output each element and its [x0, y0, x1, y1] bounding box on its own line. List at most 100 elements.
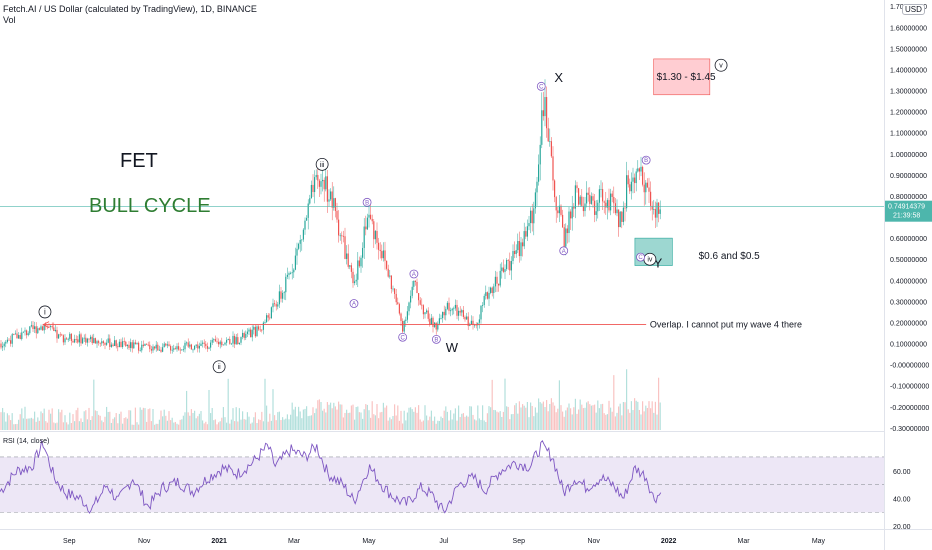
- candle-body: [112, 344, 114, 347]
- candle-body: [133, 342, 135, 349]
- candle-body: [350, 265, 352, 272]
- volume-bar: [414, 407, 416, 430]
- volume-bar: [419, 419, 421, 430]
- candle-body: [512, 251, 514, 262]
- volume-bar: [546, 400, 548, 430]
- volume-bar: [602, 403, 604, 430]
- candle-body: [21, 332, 23, 340]
- candle-body: [333, 198, 335, 208]
- candle-body: [616, 209, 618, 214]
- candle-body: [325, 176, 327, 190]
- candle-body: [475, 324, 477, 326]
- candle-body: [259, 329, 261, 331]
- wave-c-label-circle: [636, 252, 645, 262]
- candle-body: [378, 242, 380, 250]
- candle-body: [285, 276, 287, 293]
- candle-body: [482, 305, 484, 306]
- candle-body: [83, 337, 85, 339]
- candle-body: [56, 329, 58, 339]
- candle-body: [552, 156, 554, 181]
- candle-body: [395, 293, 397, 303]
- candle-body: [82, 338, 84, 344]
- volume-bar: [251, 422, 253, 430]
- candle-body: [344, 236, 346, 259]
- candle-body: [640, 166, 642, 172]
- candle-body: [656, 202, 658, 218]
- volume-bar: [250, 423, 252, 430]
- volume-bar: [450, 410, 452, 430]
- volume-bar: [658, 377, 660, 430]
- volume-bar: [328, 404, 330, 430]
- candle-body: [470, 320, 472, 325]
- candle-body: [8, 339, 10, 341]
- wave-i-label-circle: [38, 305, 52, 319]
- candle-body: [51, 326, 53, 328]
- volume-bar: [573, 407, 575, 430]
- volume-bar: [117, 423, 119, 430]
- candle-body: [122, 341, 124, 348]
- candle-body: [134, 342, 136, 344]
- candle-body: [563, 227, 565, 247]
- candle-body: [90, 336, 92, 340]
- candle-body: [304, 220, 306, 230]
- volume-bar: [150, 421, 152, 430]
- candle-body: [349, 265, 351, 267]
- volume-bar: [378, 418, 380, 430]
- wave-v-label-circle: [714, 58, 728, 72]
- volume-bar: [366, 404, 368, 430]
- volume-bar: [53, 422, 55, 430]
- candle-body: [34, 326, 36, 330]
- volume-bar: [461, 413, 463, 430]
- volume-bar: [613, 375, 615, 430]
- candle-body: [248, 329, 250, 332]
- volume-bar: [326, 402, 328, 430]
- wave-b-label-circle: [431, 334, 441, 344]
- candle-body: [136, 342, 138, 344]
- volume-bar: [106, 406, 108, 430]
- volume-bar: [154, 424, 156, 430]
- volume-bar: [397, 405, 399, 430]
- volume-bar: [632, 410, 634, 430]
- candle-body: [214, 339, 216, 342]
- volume-bar: [32, 418, 34, 430]
- volume-bar: [470, 406, 472, 430]
- candle-body: [213, 339, 215, 340]
- wave-i-label: i: [44, 308, 46, 317]
- volume-bar: [8, 415, 10, 430]
- volume-bar: [512, 414, 514, 430]
- volume-bar: [442, 418, 444, 430]
- candle-body: [275, 304, 277, 307]
- candle-body: [66, 338, 68, 340]
- volume-bar: [210, 413, 212, 430]
- volume-bar: [525, 407, 527, 430]
- candle-body: [64, 338, 66, 343]
- candle-body: [549, 141, 551, 143]
- candle-body: [576, 185, 578, 189]
- volume-bar: [78, 421, 80, 430]
- volume-bar: [443, 410, 445, 430]
- volume-bar: [610, 407, 612, 430]
- volume-bar: [382, 402, 384, 430]
- candle-body: [651, 205, 653, 210]
- candle-body: [432, 317, 434, 327]
- candle-body: [211, 339, 213, 343]
- volume-bar: [394, 404, 396, 430]
- volume-bar: [347, 412, 349, 430]
- candle-body: [59, 334, 61, 336]
- candle-body: [173, 348, 175, 350]
- candle-body: [101, 341, 103, 344]
- candle-body: [283, 292, 285, 294]
- wave-iii-label: iii: [320, 162, 325, 169]
- currency-button[interactable]: USD: [902, 4, 925, 15]
- candle-body: [413, 280, 415, 287]
- volume-bar: [600, 404, 602, 430]
- candle-body: [400, 313, 402, 321]
- candle-body: [386, 260, 388, 269]
- volume-bar: [30, 417, 32, 430]
- volume-bar: [94, 410, 96, 430]
- volume-bar: [392, 415, 394, 430]
- volume-bar: [11, 413, 13, 430]
- price-axis-labels: 1.700000001.600000001.500000001.40000000…: [890, 4, 929, 531]
- volume-bar: [440, 416, 442, 430]
